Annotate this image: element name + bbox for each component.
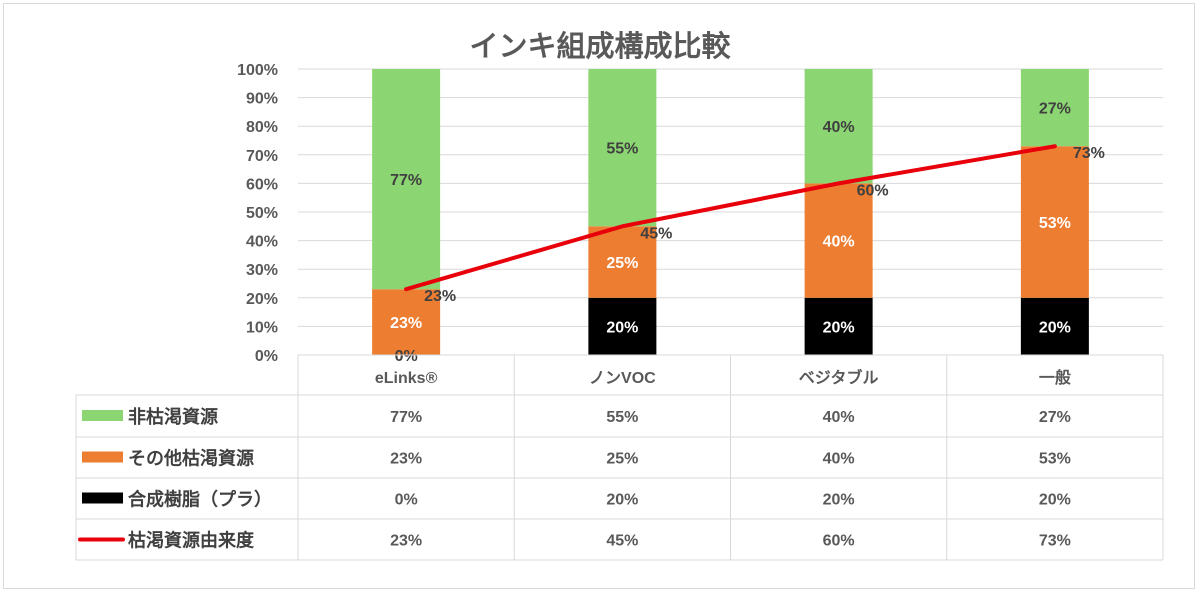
y-tick-label: 60% (246, 176, 278, 193)
bar-segment (588, 69, 657, 227)
bar-data-label: 25% (606, 255, 638, 272)
y-tick-label: 40% (246, 234, 278, 251)
table-cell-value: 20% (606, 492, 638, 509)
bar-data-label: 40% (823, 119, 855, 136)
bar-data-label: 53% (1039, 215, 1071, 232)
bar-segment (1020, 146, 1089, 298)
bar-data-label: 23% (390, 315, 422, 332)
table-cell-value: 45% (606, 533, 638, 550)
legend-series-name: 合成樹脂（プラ） (128, 489, 272, 510)
bar-data-label: 20% (606, 319, 638, 336)
category-label: 一般 (1039, 368, 1071, 387)
line-series (404, 144, 1057, 292)
bar-segment (804, 69, 873, 184)
category-label: ベジタブル (799, 368, 879, 387)
chart-title: インキ組成構成比較 (469, 29, 731, 63)
table-cell-value: 0% (395, 492, 418, 509)
category-label: ノンVOC (589, 370, 656, 387)
bar-segment (372, 69, 441, 290)
y-tick-label: 70% (246, 148, 278, 165)
bar-segment (588, 226, 657, 298)
bar-segment (588, 297, 657, 355)
table-cell-value: 77% (390, 409, 422, 426)
bar-data-label: 0% (395, 348, 418, 365)
category-label: eLinks® (375, 370, 438, 387)
table-cell-value: 25% (606, 451, 638, 468)
y-tick-label: 90% (246, 91, 278, 108)
bar-data-label: 40% (823, 234, 855, 251)
bar-segment (804, 297, 873, 355)
bar-data-label: 77% (390, 172, 422, 189)
table-cell-value: 23% (390, 451, 422, 468)
bar-segment (372, 289, 441, 355)
y-tick-label: 50% (246, 205, 278, 222)
table-cell-value: 27% (1039, 409, 1071, 426)
table-cell-value: 40% (823, 451, 855, 468)
y-tick-label: 20% (246, 291, 278, 308)
legend-series-name: 枯渇資源由来度 (128, 530, 255, 551)
line-data-label: 73% (1073, 145, 1105, 162)
chart-frame (3, 3, 1195, 589)
y-tick-label: 100% (237, 62, 278, 79)
bar-data-label: 27% (1039, 101, 1071, 118)
bar-data-label: 55% (606, 141, 638, 158)
table-cell-value: 23% (390, 533, 422, 550)
bar-segment (1020, 297, 1089, 355)
bar-data-label: 20% (1039, 319, 1071, 336)
bar-segment (804, 183, 873, 298)
legend-key-swatch (82, 492, 123, 504)
table-cell-value: 40% (823, 409, 855, 426)
line-data-label: 23% (424, 288, 456, 305)
y-tick-label: 0% (255, 348, 278, 365)
line-data-label: 45% (640, 225, 672, 242)
legend-series-name: その他枯渇資源 (128, 448, 254, 469)
y-tick-label: 30% (246, 262, 278, 279)
table-cell-value: 73% (1039, 533, 1071, 550)
table-cell-value: 60% (823, 533, 855, 550)
table-cell-value: 20% (1039, 492, 1071, 509)
legend-series-name: 非枯渇資源 (128, 406, 218, 427)
legend-key-swatch (82, 451, 123, 463)
y-tick-label: 80% (246, 119, 278, 136)
line-data-label: 60% (857, 182, 889, 199)
table-cell-value: 55% (606, 409, 638, 426)
bar-segment (1020, 69, 1089, 147)
bar-data-label: 20% (823, 319, 855, 336)
table-cell-value: 20% (823, 492, 855, 509)
legend-key-swatch (82, 410, 123, 421)
y-tick-label: 10% (246, 319, 278, 336)
table-cell-value: 53% (1039, 451, 1071, 468)
